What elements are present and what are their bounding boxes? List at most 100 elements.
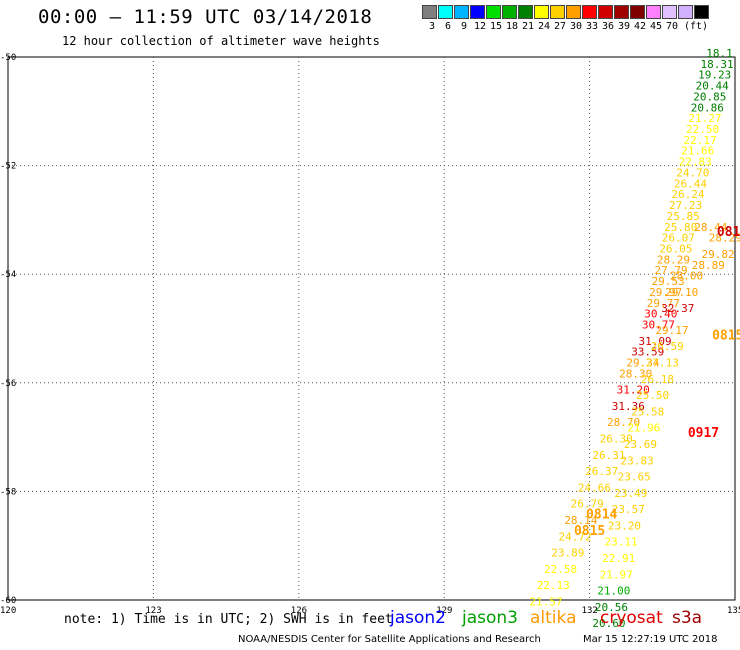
- wave-height-value: 21.57: [529, 595, 562, 608]
- wave-height-value: 26.31: [592, 449, 625, 462]
- wave-height-value: 28.29: [709, 232, 740, 245]
- wave-height-value: 20.60: [592, 617, 625, 630]
- wave-height-value: 23.89: [551, 547, 584, 560]
- legend-swatch: [502, 5, 517, 19]
- wave-height-value: 31.20: [617, 384, 650, 397]
- wave-height-value: 26.18: [641, 373, 674, 386]
- map-subtitle: 12 hour collection of altimeter wave hei…: [62, 34, 380, 48]
- legend-label: 70: [666, 21, 679, 32]
- wave-height-value: 28.70: [607, 416, 640, 429]
- lat-label: -56: [0, 379, 16, 389]
- wave-height-value: 29.97: [649, 286, 682, 299]
- wave-height-value: 22.50: [686, 123, 719, 136]
- wave-height-value: 26.59: [651, 340, 684, 353]
- wave-height-value: 19.23: [698, 69, 731, 82]
- wave-height-value: 25.58: [631, 405, 664, 418]
- legend-label: 6: [445, 21, 452, 32]
- legend-label: 45: [650, 21, 663, 32]
- wave-height-value: 30.40: [644, 308, 677, 321]
- footer-note: note: 1) Time is in UTC; 2) SWH is in fe…: [64, 612, 393, 627]
- wave-height-value: 18.31: [701, 58, 734, 71]
- wave-height-value: 21.66: [681, 145, 714, 158]
- wave-height-value: 23.49: [614, 487, 647, 500]
- wave-height-value: 25.80: [664, 221, 697, 234]
- legend-swatch: [598, 5, 613, 19]
- legend-label: 18: [506, 21, 519, 32]
- legend-swatch: [662, 5, 677, 19]
- legend-swatch: [566, 5, 581, 19]
- color-legend: [422, 5, 710, 19]
- legend-swatch: [678, 5, 693, 19]
- wave-height-value: 29.53: [652, 275, 685, 288]
- lat-label: -52: [0, 162, 16, 172]
- wave-height-value: 24.70: [676, 166, 709, 179]
- wave-height-value: 27.23: [669, 199, 702, 212]
- legend-label: 9: [461, 21, 468, 32]
- wave-height-value: 23.20: [608, 519, 641, 532]
- legend-label: 21: [522, 21, 535, 32]
- wave-height-value: 32.37: [661, 302, 694, 315]
- legend-label: (ft): [684, 21, 709, 32]
- lat-label: -60: [0, 596, 16, 606]
- wave-height-value: 21.97: [600, 568, 633, 581]
- legend-label: 15: [490, 21, 503, 32]
- wave-height-value: 29.10: [665, 286, 698, 299]
- satellite-s3a: s3a: [672, 608, 703, 628]
- legend-swatch: [486, 5, 501, 19]
- legend-label: 33: [586, 21, 599, 32]
- legend-label: 36: [602, 21, 615, 32]
- legend-swatch: [582, 5, 597, 19]
- pass-time-label: 0815: [574, 524, 605, 539]
- wave-height-value: 28.00: [670, 270, 703, 283]
- wave-height-value: 26.07: [662, 232, 695, 245]
- wave-height-value: 26.30: [600, 433, 633, 446]
- wave-height-value: 31.09: [638, 335, 671, 348]
- wave-height-value: 29.82: [701, 248, 734, 261]
- legend-label: 24: [538, 21, 551, 32]
- wave-height-value: 22.58: [544, 563, 577, 576]
- legend-swatch: [550, 5, 565, 19]
- generated-timestamp: Mar 15 12:27:19 UTC 2018: [583, 634, 718, 645]
- wave-height-value: 27.79: [654, 264, 687, 277]
- wave-height-value: 21.00: [597, 585, 630, 598]
- wave-height-value: 31.36: [612, 400, 645, 413]
- lon-label: 120: [0, 606, 16, 616]
- lat-label: -58: [0, 487, 16, 497]
- legend-swatch: [614, 5, 629, 19]
- wave-height-value: 28.89: [692, 259, 725, 272]
- wave-height-value: 29.17: [655, 324, 688, 337]
- wave-height-value: 23.65: [618, 471, 651, 484]
- wave-height-value: 25.85: [667, 210, 700, 223]
- pass-time-label: 0814: [586, 508, 617, 523]
- wave-height-value: 24.66: [578, 481, 611, 494]
- wave-height-value: 23.69: [624, 438, 657, 451]
- map-title: 00:00 – 11:59 UTC 03/14/2018: [38, 6, 373, 28]
- legend-swatch: [470, 5, 485, 19]
- wave-height-value: 23.83: [621, 454, 654, 467]
- wave-height-value: 23.57: [612, 503, 645, 516]
- satellite-altika: altika: [530, 608, 577, 628]
- wave-height-value: 24.72: [558, 530, 591, 543]
- wave-height-value: 22.91: [602, 552, 635, 565]
- legend-swatch: [694, 5, 709, 19]
- wave-height-value: 21.96: [627, 422, 660, 435]
- legend-swatch: [518, 5, 533, 19]
- legend-swatch: [646, 5, 661, 19]
- lon-label: 123: [145, 606, 161, 616]
- wave-height-value: 18.1: [706, 47, 733, 60]
- wave-height-value: 20.86: [691, 101, 724, 114]
- wave-height-value: 26.79: [571, 498, 604, 511]
- pass-time-label: 0816: [717, 225, 740, 240]
- legend-label: 39: [618, 21, 631, 32]
- credit-line: NOAA/NESDIS Center for Satellite Applica…: [238, 634, 541, 645]
- wave-height-value: 27.13: [646, 357, 679, 370]
- wave-height-value: 22.13: [537, 579, 570, 592]
- lat-label: -50: [0, 53, 16, 63]
- legend-swatch: [438, 5, 453, 19]
- wave-height-value: 28.30: [619, 367, 652, 380]
- wave-height-value: 21.27: [688, 112, 721, 125]
- legend-swatch: [422, 5, 437, 19]
- legend-label: 27: [554, 21, 567, 32]
- wave-height-value: 20.44: [696, 80, 729, 93]
